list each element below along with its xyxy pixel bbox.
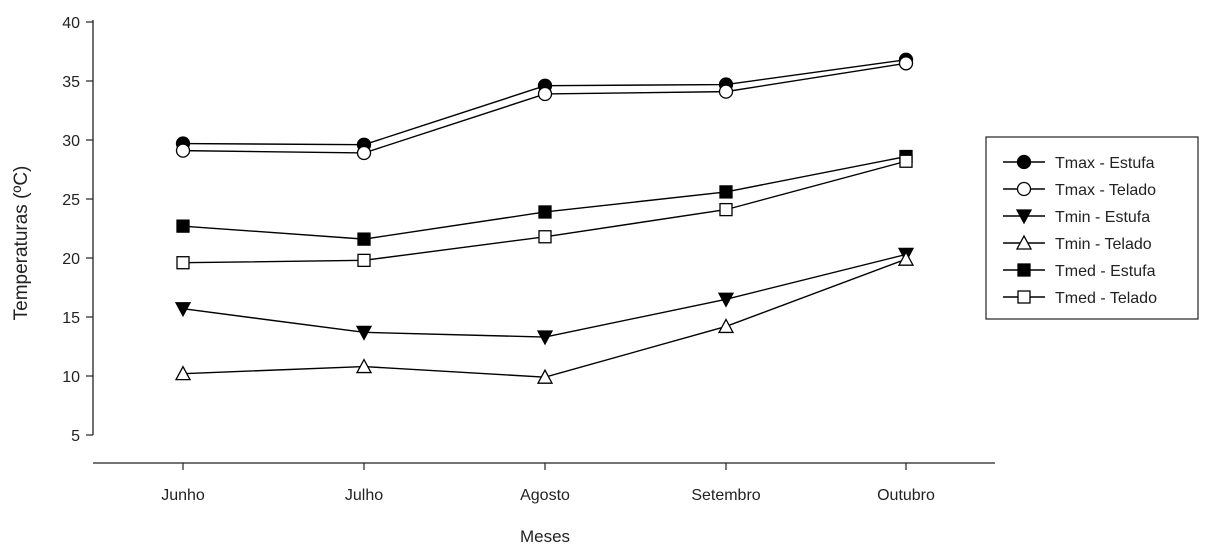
- legend-label: Tmax - Telado: [1055, 182, 1156, 199]
- data-point: [176, 256, 190, 270]
- legend-entry: Tmin - Telado: [1003, 234, 1152, 253]
- legend-entry: Tmax - Telado: [1003, 181, 1156, 199]
- data-point: [537, 86, 553, 102]
- y-tick-label: 30: [62, 133, 80, 150]
- series-5: [176, 154, 913, 270]
- series-line: [182, 62, 907, 154]
- data-point: [717, 292, 735, 308]
- legend-marker: [1017, 263, 1031, 277]
- data-point: [538, 205, 552, 219]
- data-point: [719, 185, 733, 199]
- legend-label: Tmin - Telado: [1055, 236, 1152, 253]
- y-tick-label: 40: [62, 15, 80, 32]
- x-tick-label: Agosto: [520, 487, 570, 504]
- series-line: [182, 258, 907, 378]
- data-point: [898, 56, 914, 71]
- legend-label: Tmed - Estufa: [1055, 263, 1156, 280]
- data-point: [175, 143, 191, 158]
- data-point: [355, 358, 373, 374]
- legend-entry: Tmed - Telado: [1003, 290, 1157, 307]
- legend: Tmax - Estufa Tmax - Telado Tmin - Estufa T…: [985, 136, 1199, 320]
- legend-marker: [1016, 181, 1032, 197]
- x-axis-label: Meses: [520, 527, 570, 546]
- x-tick-label: Outubro: [877, 487, 935, 504]
- legend-label: Tmin - Estufa: [1055, 209, 1150, 226]
- y-tick-label: 10: [62, 369, 80, 386]
- y-tick-label: 25: [62, 192, 80, 209]
- x-tick-label: Setembro: [691, 487, 760, 504]
- y-ticks: 5 10 15 20 25 30 35 40: [62, 15, 93, 445]
- y-axis-label: Temperaturas (ºC): [11, 166, 32, 321]
- data-point: [718, 84, 734, 99]
- legend-label: Tmed - Telado: [1055, 290, 1157, 307]
- legend-marker: [1015, 209, 1033, 225]
- data-point: [174, 302, 192, 318]
- data-point: [357, 232, 371, 246]
- x-tick-label: Julho: [345, 487, 383, 504]
- data-point: [174, 365, 192, 381]
- series-2: [174, 247, 915, 346]
- legend-entry: Tmed - Estufa: [1003, 263, 1156, 280]
- legend-entry: Tmin - Estufa: [1003, 209, 1150, 226]
- series-line: [182, 155, 907, 240]
- series-0: [175, 52, 914, 152]
- data-point: [717, 318, 735, 334]
- data-point: [536, 368, 554, 384]
- series-line: [182, 253, 907, 338]
- y-tick-label: 15: [62, 310, 80, 327]
- data-point: [356, 145, 372, 161]
- series-layer: [174, 52, 915, 384]
- data-point: [536, 330, 554, 346]
- legend-marker: [1016, 154, 1032, 170]
- legend-entry: Tmax - Estufa: [1003, 154, 1155, 172]
- series-line: [182, 59, 907, 146]
- x-tick-label: Junho: [161, 487, 205, 504]
- data-point: [538, 230, 552, 244]
- x-ticks: Junho Julho Agosto Setembro Outubro: [161, 463, 935, 504]
- data-point: [176, 219, 190, 233]
- y-tick-label: 20: [62, 251, 80, 268]
- y-tick-label: 35: [62, 74, 80, 91]
- data-point: [719, 202, 733, 217]
- data-point: [899, 154, 913, 168]
- legend-marker: [1015, 234, 1033, 250]
- series-3: [174, 250, 915, 384]
- y-tick-label: 5: [71, 428, 80, 445]
- data-point: [355, 325, 373, 341]
- legend-marker: [1017, 290, 1031, 304]
- data-point: [357, 253, 371, 268]
- axes: [92, 20, 995, 464]
- data-point: [897, 250, 915, 266]
- legend-label: Tmax - Estufa: [1055, 155, 1155, 172]
- series-1: [175, 56, 914, 161]
